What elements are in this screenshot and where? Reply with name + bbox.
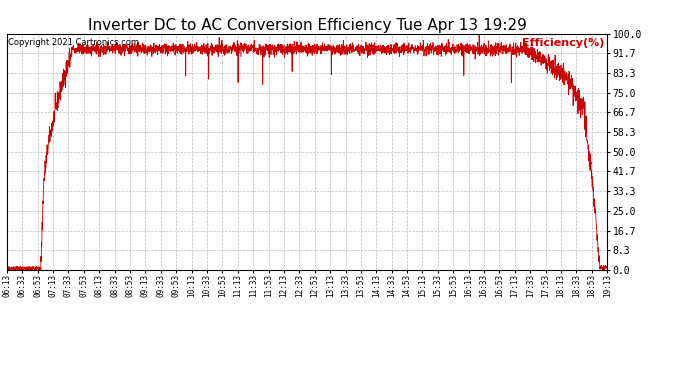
Title: Inverter DC to AC Conversion Efficiency Tue Apr 13 19:29: Inverter DC to AC Conversion Efficiency …: [88, 18, 526, 33]
Text: Copyright 2021 Cartronics.com: Copyright 2021 Cartronics.com: [8, 39, 139, 48]
Text: Efficiency(%): Efficiency(%): [522, 39, 604, 48]
